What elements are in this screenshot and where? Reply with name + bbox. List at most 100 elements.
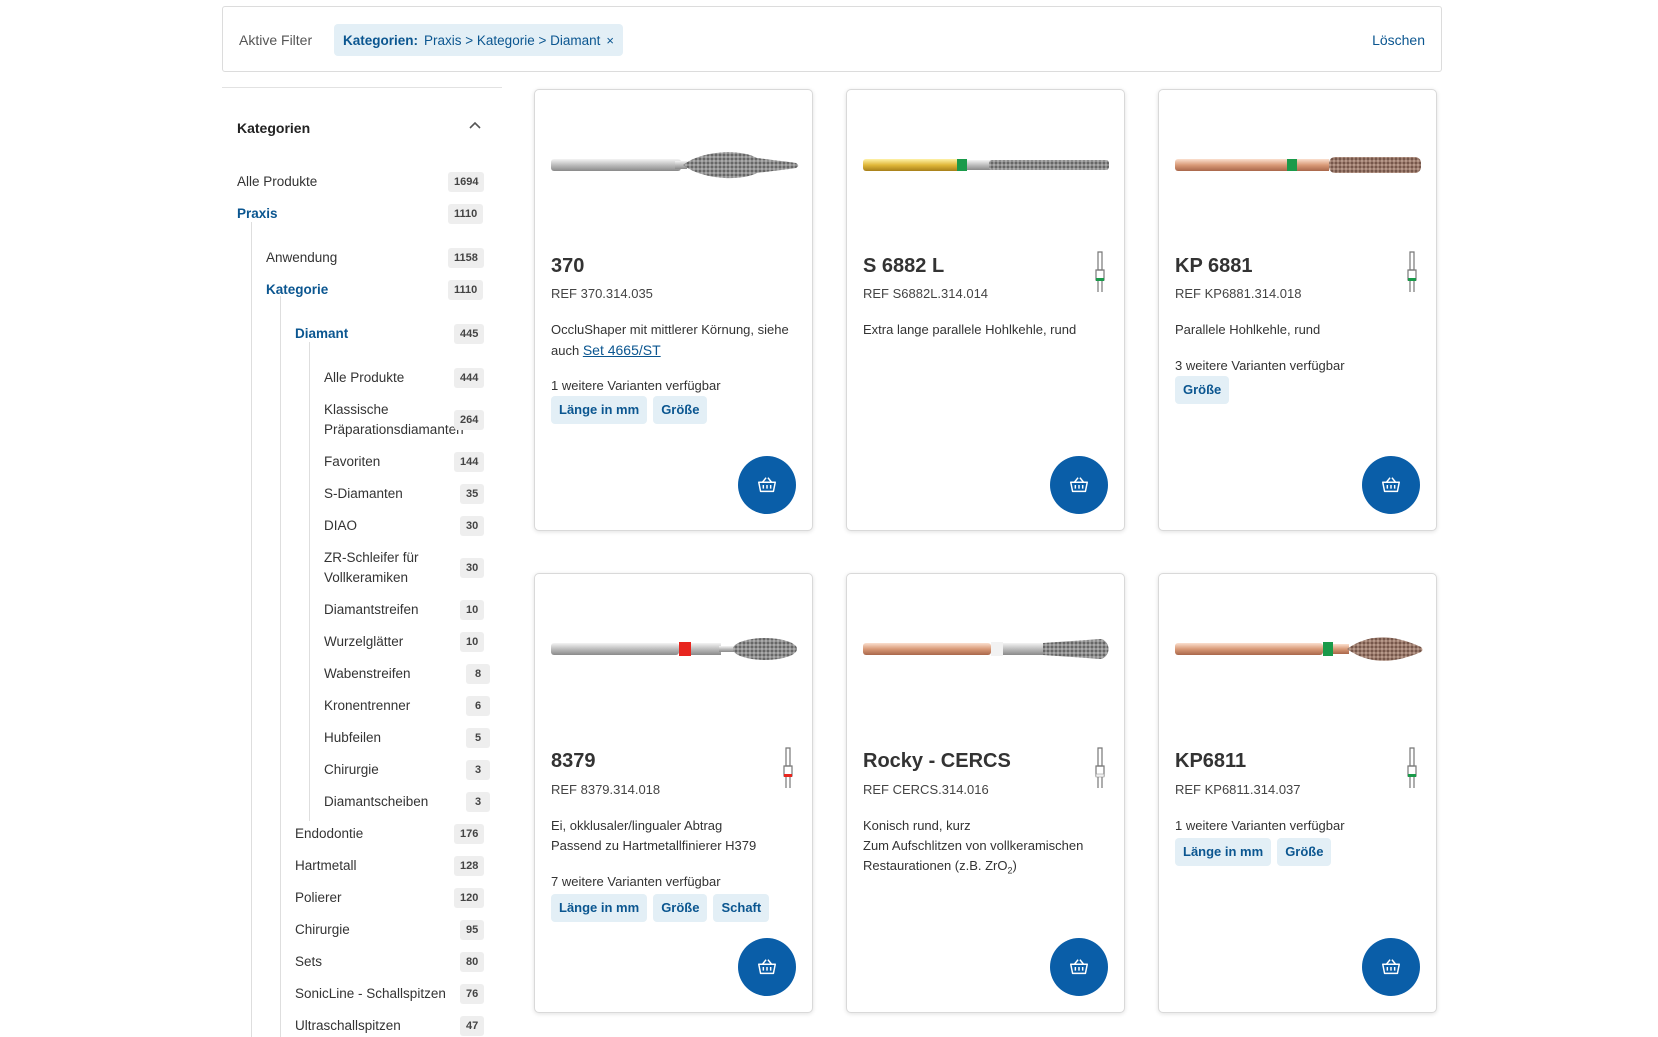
product-image[interactable]: [863, 130, 1111, 200]
variant-tag-laenge[interactable]: Länge in mm: [551, 894, 648, 922]
sidebar-item-endodontie[interactable]: Endodontie: [295, 826, 364, 841]
basket-icon: [1382, 477, 1400, 493]
count-badge: 128: [454, 856, 485, 876]
sidebar-item-favoriten[interactable]: Favoriten: [324, 454, 381, 469]
add-to-cart-button[interactable]: [1050, 456, 1108, 514]
sidebar-item-kronentrenner[interactable]: Kronentrenner: [324, 698, 411, 713]
variant-tag-groesse[interactable]: Größe: [653, 894, 708, 922]
sidebar-item-chirurgie-diamant[interactable]: Chirurgie: [324, 762, 379, 777]
count-badge: 1110: [448, 280, 484, 300]
sidebar-item-hubfeilen[interactable]: Hubfeilen: [324, 730, 382, 745]
sidebar-item-polierer[interactable]: Polierer: [295, 890, 342, 905]
set-link[interactable]: Set 4665/ST: [582, 342, 661, 358]
count-badge: 8: [466, 664, 490, 684]
product-image[interactable]: [551, 614, 799, 684]
variant-tag-groesse[interactable]: Größe: [653, 396, 708, 424]
sidebar-item-ultraschallspitzen[interactable]: Ultraschallspitzen: [295, 1018, 401, 1033]
product-title[interactable]: 370: [551, 255, 585, 277]
count-badge: 144: [454, 452, 485, 472]
product-ref: REF S6882L.314.014: [863, 286, 989, 301]
sidebar-item-anwendung[interactable]: Anwendung: [266, 250, 338, 265]
product-title[interactable]: 8379: [551, 750, 596, 772]
product-title[interactable]: S 6882 L: [863, 255, 945, 277]
variants-text: 1 weitere Varianten verfügbar: [551, 378, 721, 393]
count-badge: 3: [466, 760, 490, 780]
sidebar-item-praxis[interactable]: Praxis: [237, 206, 278, 221]
count-badge: 5: [466, 728, 490, 748]
product-description: Parallele Hohlkehle, rund: [1175, 322, 1321, 337]
variant-tag-schaft[interactable]: Schaft: [713, 894, 770, 922]
product-title[interactable]: Rocky - CERCS: [863, 750, 1011, 772]
sidebar-item-diamantscheiben[interactable]: Diamantscheiben: [324, 794, 429, 809]
product-title[interactable]: KP6811: [1175, 750, 1247, 772]
close-icon[interactable]: ×: [606, 32, 614, 48]
count-badge: 6: [466, 696, 490, 716]
add-to-cart-button[interactable]: [1362, 938, 1420, 996]
count-badge: 444: [454, 368, 485, 388]
product-card[interactable]: S 6882 L REF S6882L.314.014 Extra lange …: [846, 89, 1125, 531]
count-badge: 30: [460, 516, 485, 536]
add-to-cart-button[interactable]: [738, 938, 796, 996]
sidebar-item-diamantstreifen[interactable]: Diamantstreifen: [324, 602, 419, 617]
categories-heading: Kategorien: [237, 120, 311, 136]
variant-tag-groesse[interactable]: Größe: [1277, 838, 1332, 866]
product-description: OccluShaper mit mittlerer Körnung, siehe…: [551, 322, 789, 358]
add-to-cart-button[interactable]: [1362, 456, 1420, 514]
count-badge: 1158: [448, 248, 484, 268]
product-description: Konisch rund, kurz Zum Aufschlitzen von …: [863, 818, 1084, 876]
product-card[interactable]: 370 REF 370.314.035 OccluShaper mit mitt…: [534, 89, 813, 531]
sidebar-item-diao[interactable]: DIAO: [324, 518, 358, 533]
tree-line: [251, 222, 252, 1037]
variant-tag-groesse[interactable]: Größe: [1175, 376, 1230, 404]
variant-tags: Länge in mm Größe: [551, 396, 708, 424]
instrument-grit-icon: [1092, 746, 1108, 790]
product-image[interactable]: [863, 614, 1111, 684]
sidebar-item-chirurgie[interactable]: Chirurgie: [295, 922, 350, 937]
tree-line: [280, 296, 281, 1037]
tree-line: [309, 342, 310, 821]
sidebar-item-sonicline[interactable]: SonicLine - Schallspitzen: [295, 986, 446, 1001]
sidebar-item-sets[interactable]: Sets: [295, 954, 323, 969]
count-badge: 30: [460, 558, 485, 578]
count-badge: 47: [460, 1016, 485, 1036]
instrument-grit-icon: [780, 746, 796, 790]
sidebar-item-wabenstreifen[interactable]: Wabenstreifen: [324, 666, 411, 681]
product-card[interactable]: Rocky - CERCS REF CERCS.314.016 Konisch …: [846, 573, 1125, 1013]
sidebar-item-zr-schleifer[interactable]: ZR-Schleifer für Vollkeramiken: [324, 550, 419, 585]
variant-tags: Länge in mm Größe Schaft: [551, 894, 770, 922]
sidebar-item-kategorie[interactable]: Kategorie: [266, 282, 329, 297]
add-to-cart-button[interactable]: [738, 456, 796, 514]
sidebar-item-diamant[interactable]: Diamant: [295, 326, 349, 341]
variant-tag-laenge[interactable]: Länge in mm: [1175, 838, 1272, 866]
product-image[interactable]: [1175, 130, 1423, 200]
count-badge: 95: [460, 920, 485, 940]
count-badge: 76: [460, 984, 485, 1004]
instrument-grit-icon: [1092, 250, 1108, 294]
clear-filters-link[interactable]: Löschen: [1372, 32, 1425, 48]
sidebar-item-alle-produkte[interactable]: Alle Produkte: [237, 174, 318, 189]
product-ref: REF CERCS.314.016: [863, 782, 989, 797]
product-image[interactable]: [1175, 614, 1423, 684]
sidebar-item-alle-produkte-diamant[interactable]: Alle Produkte: [324, 370, 405, 385]
filter-chip-category[interactable]: Kategorien: Praxis > Kategorie > Diamant…: [334, 24, 623, 56]
product-ref: REF 370.314.035: [551, 286, 653, 301]
sidebar-item-wurzelglaetter[interactable]: Wurzelglätter: [324, 634, 404, 649]
count-badge: 10: [460, 600, 485, 620]
variant-tags: Größe: [1175, 376, 1230, 404]
add-to-cart-button[interactable]: [1050, 938, 1108, 996]
chevron-up-icon[interactable]: [466, 117, 484, 135]
sidebar-item-s-diamanten[interactable]: S-Diamanten: [324, 486, 403, 501]
product-image[interactable]: [551, 130, 799, 200]
basket-icon: [1070, 959, 1088, 975]
filter-chip-value: Praxis > Kategorie > Diamant: [424, 32, 601, 48]
product-ref: REF KP6811.314.037: [1175, 782, 1301, 797]
variant-tags: Länge in mm Größe: [1175, 838, 1332, 866]
variant-tag-laenge[interactable]: Länge in mm: [551, 396, 648, 424]
product-card[interactable]: KP 6881 REF KP6881.314.018 Parallele Hoh…: [1158, 89, 1437, 531]
product-title[interactable]: KP 6881: [1175, 255, 1253, 277]
product-card[interactable]: KP6811 REF KP6811.314.037 1 weitere Vari…: [1158, 573, 1437, 1013]
count-badge: 3: [466, 792, 490, 812]
sidebar-item-klassische-praeparationsdiamanten[interactable]: Klassische Präparationsdiamanten: [324, 402, 464, 437]
product-card[interactable]: 8379 REF 8379.314.018 Ei, okklusaler/lin…: [534, 573, 813, 1013]
sidebar-item-hartmetall[interactable]: Hartmetall: [295, 858, 357, 873]
